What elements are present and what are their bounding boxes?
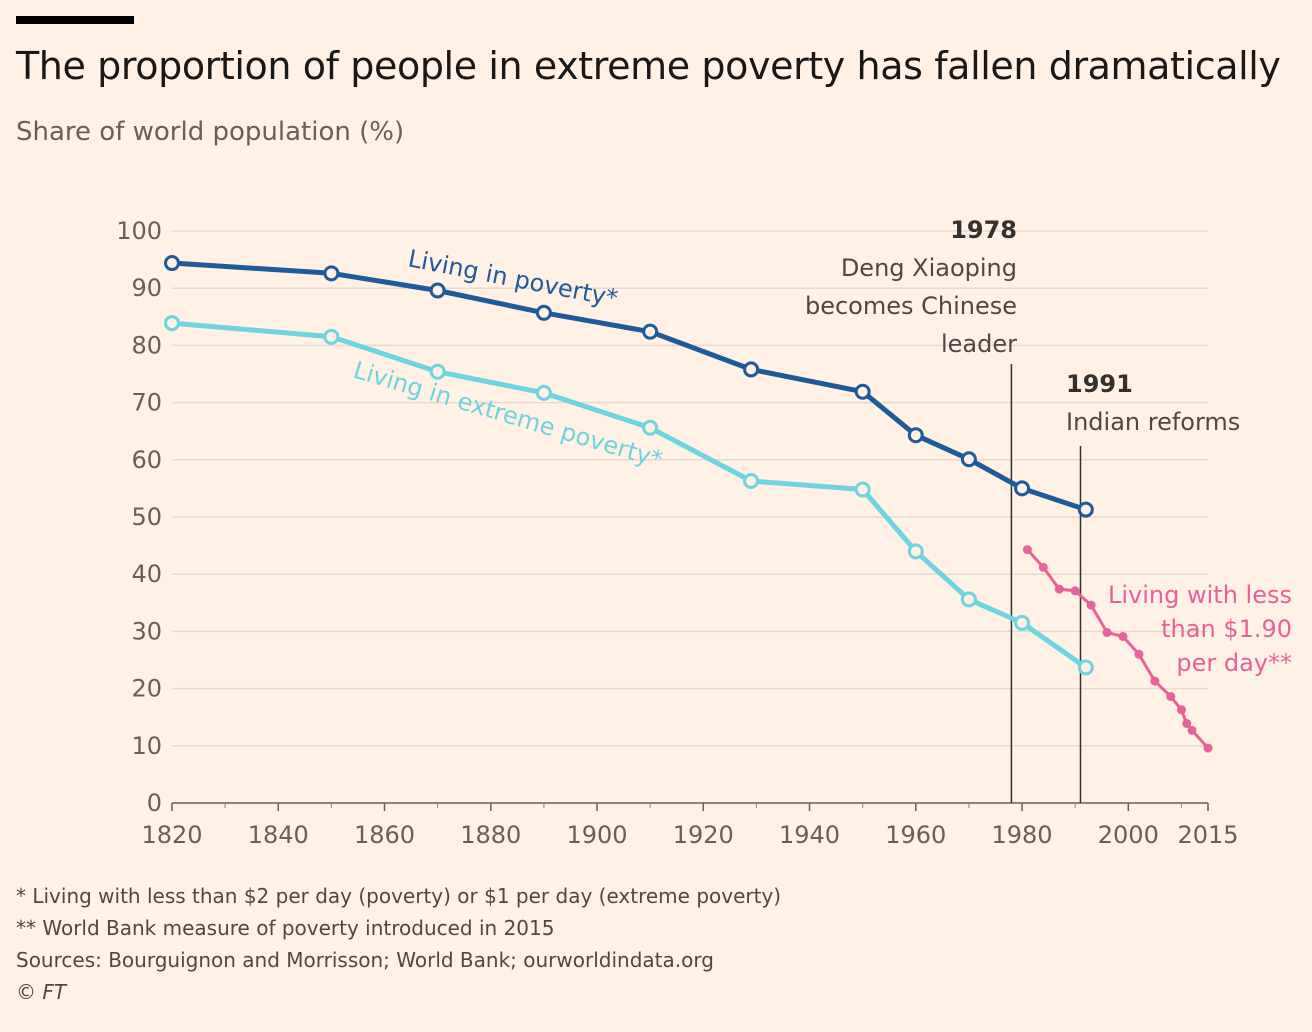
series-1-point-1850: [323, 265, 340, 282]
y-tick-label-50: 50: [131, 503, 162, 531]
x-tick-label-1880: 1880: [460, 821, 521, 849]
y-tick-label-90: 90: [131, 274, 162, 302]
y-tick-label-70: 70: [131, 389, 162, 417]
series-line-2: [169, 320, 1089, 670]
series-2-point-1929: [743, 472, 760, 489]
annotation-year-1978: 1978: [950, 216, 1017, 244]
series-1-point-1820: [164, 255, 180, 272]
series-3-point-1990: [1070, 586, 1080, 596]
annotation-text-1978-line-1: Deng Xiaoping: [841, 254, 1017, 282]
annotation-year-1991: 1991: [1066, 370, 1133, 398]
series-1-point-1960: [907, 427, 924, 444]
x-tick-label-1860: 1860: [354, 821, 415, 849]
series-1-point-1980: [1014, 480, 1031, 497]
y-tick-label-100: 100: [116, 217, 162, 245]
annotation-text-1991-line-1: Indian reforms: [1066, 408, 1240, 436]
series-label-190-line-2: than $1.90: [1161, 615, 1292, 643]
copyright: © FT: [16, 980, 67, 1004]
series-3-point-1999: [1118, 632, 1128, 642]
series-3-point-1993: [1086, 600, 1096, 610]
footnote-world-bank-measure: ** World Bank measure of poverty introdu…: [16, 916, 555, 940]
series-2-point-1980: [1014, 614, 1031, 631]
annotation-text-1978-line-3: leader: [941, 330, 1017, 358]
series-2-point-1960: [907, 543, 924, 560]
series-3-point-2002: [1134, 649, 1144, 659]
y-tick-label-60: 60: [131, 446, 162, 474]
y-tick-label-30: 30: [131, 617, 162, 645]
series-1-point-1870: [429, 282, 446, 299]
series-2-point-1950: [854, 481, 871, 498]
x-tick-label-2015: 2015: [1177, 821, 1238, 849]
series-label-190-line-3: per day**: [1176, 649, 1292, 677]
line-chart: 0 10 20 30 40 50 60 70 80 90 100 1820 1840 1860 1880 19…: [116, 216, 1292, 849]
x-tick-label-1820: 1820: [141, 821, 202, 849]
series-2-point-1970: [960, 591, 977, 608]
footnote-poverty-definition: * Living with less than $2 per day (pove…: [16, 884, 782, 908]
series-3-point-1987: [1054, 584, 1064, 594]
series-3-point-2015: [1203, 743, 1213, 753]
series-3-point-2012: [1187, 725, 1197, 735]
series-1-point-1970: [960, 451, 977, 468]
series-2-point-1820: [164, 315, 180, 332]
y-tick-label-80: 80: [131, 331, 162, 359]
sources-note: Sources: Bourguignon and Morrisson; Worl…: [16, 948, 714, 972]
series-3-point-1981: [1022, 545, 1032, 555]
series-1-point-1890: [535, 304, 552, 321]
series-3-point-2010: [1176, 705, 1186, 715]
annotation-text-1978-line-2: becomes Chinese: [805, 292, 1017, 320]
series-1-point-1950: [854, 383, 871, 400]
x-tick-label-2000: 2000: [1098, 821, 1159, 849]
chart-title: The proportion of people in extreme pove…: [16, 44, 1281, 88]
x-tick-label-1840: 1840: [248, 821, 309, 849]
footnotes: * Living with less than $2 per day (pove…: [16, 880, 781, 1008]
x-tick-label-1900: 1900: [566, 821, 627, 849]
series-3-point-2008: [1166, 692, 1176, 702]
x-tick-label-1980: 1980: [992, 821, 1053, 849]
y-tick-label-10: 10: [131, 732, 162, 760]
series-2-point-1910: [642, 419, 659, 436]
x-tick-label-1940: 1940: [779, 821, 840, 849]
series-3-point-1996: [1102, 628, 1112, 638]
series-label-poverty: Living in poverty*: [406, 244, 620, 312]
series-2-point-1890: [535, 384, 552, 401]
series-2-point-1870: [429, 363, 446, 380]
series-2-point-1992: [1077, 659, 1094, 676]
series-1-point-1910: [642, 323, 659, 340]
y-tick-label-0: 0: [147, 789, 162, 817]
series-2-point-1850: [323, 328, 340, 345]
x-tick-label-1920: 1920: [673, 821, 734, 849]
series-label-190-line-1: Living with less: [1108, 581, 1292, 609]
series-3-point-2005: [1150, 676, 1160, 686]
y-tick-label-40: 40: [131, 560, 162, 588]
x-tick-label-1960: 1960: [885, 821, 946, 849]
top-rule: [16, 16, 134, 24]
series-3-point-2011: [1182, 718, 1192, 728]
series-1-point-1992: [1077, 501, 1094, 518]
y-tick-label-20: 20: [131, 675, 162, 703]
series-3-point-1984: [1038, 562, 1048, 572]
series-1-point-1929: [743, 361, 760, 378]
chart-subtitle: Share of world population (%): [16, 117, 405, 147]
